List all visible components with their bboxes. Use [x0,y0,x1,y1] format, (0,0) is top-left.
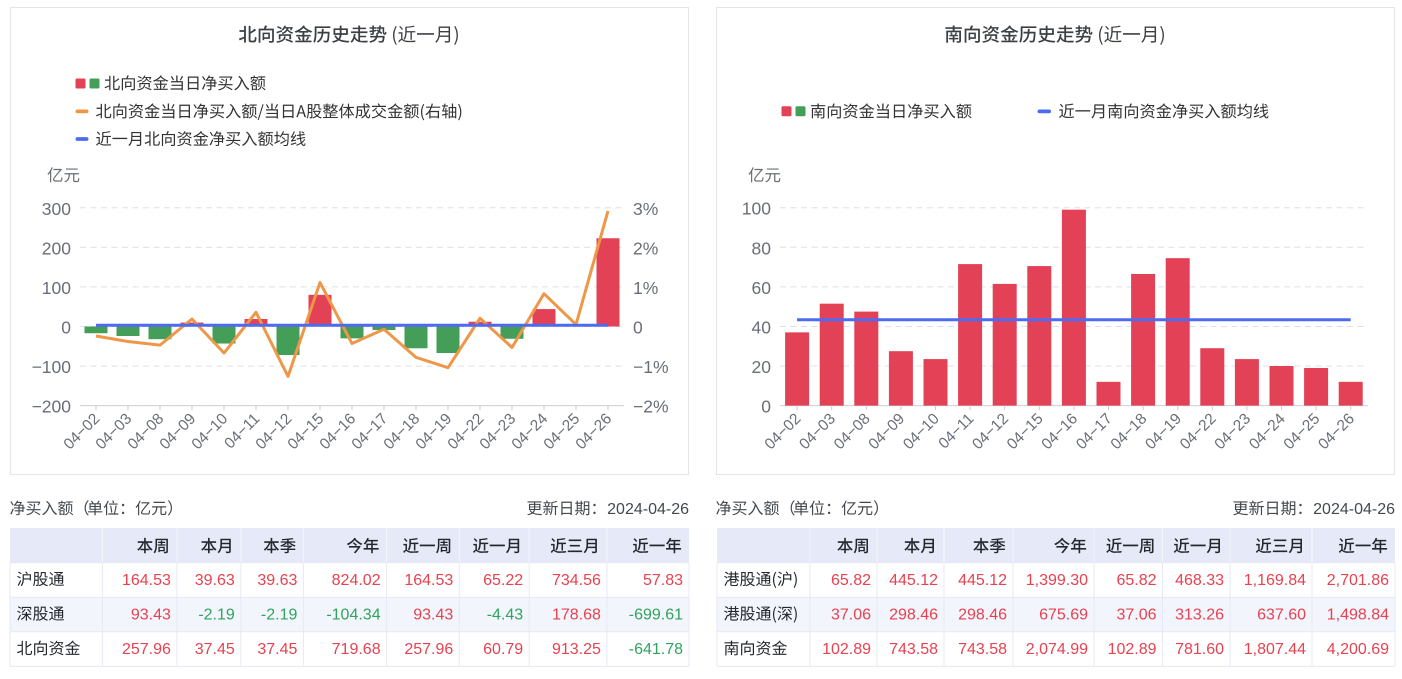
svg-text:913.25: 913.25 [552,641,601,658]
svg-text:-699.61: -699.61 [629,607,683,624]
svg-text:298.46: 298.46 [889,607,938,624]
svg-text:3%: 3% [633,199,658,219]
svg-text:2,701.86: 2,701.86 [1327,572,1389,589]
svg-text:39.63: 39.63 [195,572,235,589]
svg-text:65.82: 65.82 [831,572,871,589]
svg-text:60: 60 [752,278,772,298]
svg-text:743.58: 743.58 [889,641,938,658]
svg-text:781.60: 781.60 [1175,641,1224,658]
svg-text:164.53: 164.53 [404,572,453,589]
svg-text:178.68: 178.68 [552,607,601,624]
svg-text:1,169.84: 1,169.84 [1244,572,1306,589]
svg-text:0: 0 [761,397,771,417]
svg-text:445.12: 445.12 [889,572,938,589]
svg-text:468.33: 468.33 [1175,572,1224,589]
svg-text:2%: 2% [633,238,658,258]
svg-text:37.45: 37.45 [257,641,297,658]
svg-text:−2%: −2% [633,397,669,417]
svg-text:257.96: 257.96 [404,641,453,658]
svg-text:-2.19: -2.19 [261,607,298,624]
svg-text:743.58: 743.58 [958,641,1007,658]
svg-text:4,200.69: 4,200.69 [1327,641,1389,658]
svg-text:2024-04-26: 2024-04-26 [1313,501,1395,518]
svg-text:2,074.99: 2,074.99 [1026,641,1088,658]
svg-text:57.83: 57.83 [643,572,683,589]
svg-text:257.96: 257.96 [122,641,171,658]
svg-text:-2.19: -2.19 [198,607,235,624]
svg-text:37.06: 37.06 [1116,607,1156,624]
svg-text:1%: 1% [633,278,658,298]
svg-text:37.06: 37.06 [831,607,871,624]
svg-text:-104.34: -104.34 [326,607,380,624]
svg-text:37.45: 37.45 [195,641,235,658]
svg-text:637.60: 637.60 [1257,607,1306,624]
svg-text:93.43: 93.43 [131,607,171,624]
svg-text:40: 40 [752,317,772,337]
svg-text:102.89: 102.89 [822,641,871,658]
svg-text:−100: −100 [32,357,72,377]
svg-text:100: 100 [742,199,771,219]
svg-text:1,807.44: 1,807.44 [1244,641,1306,658]
svg-text:164.53: 164.53 [122,572,171,589]
svg-text:2024-04-26: 2024-04-26 [607,501,689,518]
svg-text:0: 0 [633,318,643,338]
svg-text:300: 300 [42,199,71,219]
svg-text:445.12: 445.12 [958,572,1007,589]
svg-text:39.63: 39.63 [257,572,297,589]
svg-text:102.89: 102.89 [1108,641,1157,658]
svg-text:1,498.84: 1,498.84 [1327,607,1389,624]
svg-text:0: 0 [61,318,71,338]
svg-text:-4.43: -4.43 [487,607,524,624]
svg-text:−200: −200 [32,397,72,417]
svg-text:80: 80 [752,238,772,258]
svg-text:20: 20 [752,357,772,377]
svg-text:734.56: 734.56 [552,572,601,589]
svg-text:93.43: 93.43 [413,607,453,624]
svg-text:100: 100 [42,278,71,298]
svg-text:−1%: −1% [633,357,669,377]
svg-text:60.79: 60.79 [483,641,523,658]
svg-text:313.26: 313.26 [1175,607,1224,624]
svg-text:719.68: 719.68 [332,641,381,658]
svg-text:824.02: 824.02 [332,572,381,589]
svg-text:-641.78: -641.78 [629,641,683,658]
svg-text:65.22: 65.22 [483,572,523,589]
svg-text:1,399.30: 1,399.30 [1026,572,1088,589]
svg-text:200: 200 [42,238,71,258]
svg-text:675.69: 675.69 [1039,607,1088,624]
svg-text:298.46: 298.46 [958,607,1007,624]
svg-text:65.82: 65.82 [1116,572,1156,589]
